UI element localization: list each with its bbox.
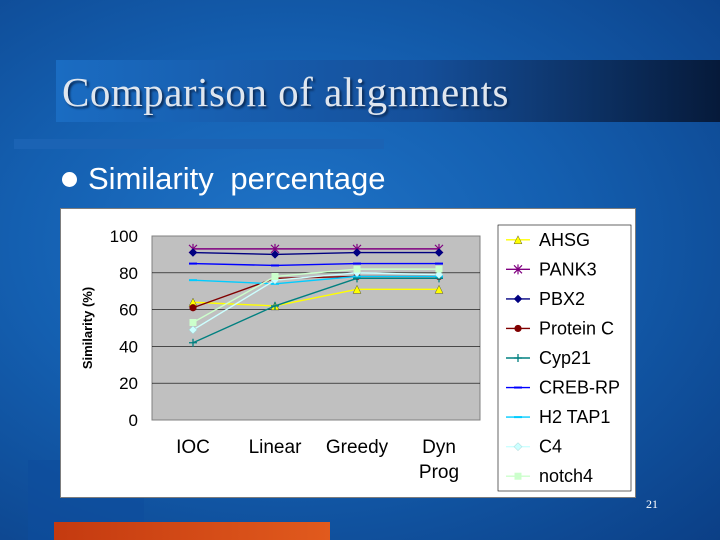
legend-marker-ahsg <box>513 235 523 244</box>
legend-label-pank3: PANK3 <box>539 259 597 279</box>
data-point-notch4 <box>353 265 361 273</box>
legend-marker-c4 <box>513 442 523 452</box>
data-point-pbx2 <box>270 250 280 259</box>
page-number: 21 <box>646 497 658 511</box>
series-line-c4 <box>192 272 440 331</box>
series-line-pbx2 <box>192 251 439 256</box>
series-line-h2-tap1 <box>192 275 439 285</box>
data-point-ahsg <box>434 285 444 294</box>
data-point-notch4 <box>271 272 279 280</box>
accent-bar <box>54 522 330 540</box>
data-point-pbx2 <box>352 248 362 257</box>
data-point-pbx2 <box>434 248 444 257</box>
data-point-cyp21 <box>271 301 279 310</box>
x-tick-label: IOC <box>176 437 210 458</box>
y-tick-label: 100 <box>110 227 138 246</box>
data-point-pbx2 <box>188 248 198 257</box>
legend-label-notch4: notch4 <box>539 466 593 486</box>
legend-marker-pank3 <box>513 264 523 275</box>
y-tick-label: 40 <box>119 337 138 356</box>
legend-marker-cyp21 <box>514 354 522 362</box>
y-tick-label: 0 <box>129 411 138 430</box>
series-line-ahsg <box>192 288 439 307</box>
x-tick-label: Dyn Prog <box>419 437 459 483</box>
title-band <box>56 60 720 122</box>
legend-label-h2-tap1: H2 TAP1 <box>539 407 610 427</box>
legend-label-pbx2: PBX2 <box>539 289 585 309</box>
bullet-icon <box>62 172 77 187</box>
chart-container: 0 20 40 60 80 100 Similarity (%) IOC Linear Greed… <box>60 208 636 498</box>
similarity-line-chart: 0 20 40 60 80 100 Similarity (%) IOC Linear Greed… <box>80 224 632 492</box>
legend-label-protein-c: Protein C <box>539 318 614 338</box>
data-point-c4 <box>434 270 444 279</box>
bullet-text: Similarity percentage <box>88 161 386 196</box>
data-point-cyp21 <box>189 338 197 347</box>
legend-marker-notch4 <box>514 472 522 480</box>
legend-label-cyp21: Cyp21 <box>539 348 591 368</box>
legend-label-c4: C4 <box>539 437 562 457</box>
x-tick-label: Greedy <box>326 437 389 458</box>
legend-marker-protein-c <box>514 324 522 333</box>
plot-area <box>151 235 481 421</box>
data-point-notch4 <box>189 318 197 326</box>
data-point-protein-c <box>189 304 197 312</box>
y-tick-label: 20 <box>119 374 138 393</box>
series-line-notch4 <box>192 268 439 324</box>
x-tick-label: Linear <box>249 437 302 458</box>
legend-label-ahsg: AHSG <box>539 230 590 250</box>
data-point-ahsg <box>352 285 362 294</box>
data-point-c4 <box>188 325 198 335</box>
legend-label-creb-rp: CREB-RP <box>539 378 620 398</box>
data-point-notch4 <box>435 265 443 273</box>
slide-title: Comparison of alignments <box>62 69 510 115</box>
legend-marker-pbx2 <box>513 294 523 304</box>
y-tick-label: 80 <box>119 264 138 283</box>
series-line-cyp21 <box>192 277 439 344</box>
series-line-creb-rp <box>192 262 439 267</box>
title-underline <box>14 139 384 149</box>
y-tick-label: 60 <box>119 301 138 320</box>
y-axis-label: Similarity (%) <box>80 287 95 369</box>
